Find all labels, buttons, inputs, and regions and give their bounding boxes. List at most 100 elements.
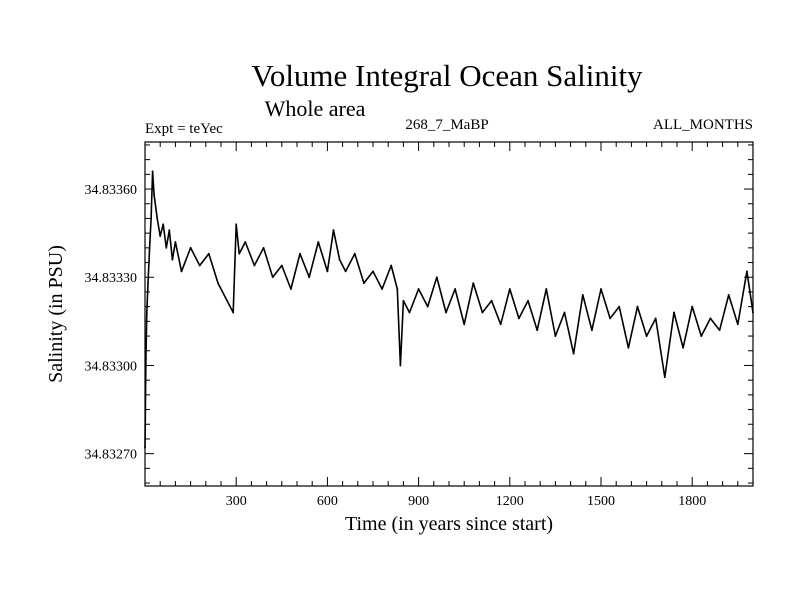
data-point [572, 352, 575, 355]
data-point [636, 305, 639, 308]
data-point [691, 305, 694, 308]
data-point [581, 293, 584, 296]
data-point [718, 329, 721, 332]
data-point [353, 252, 356, 255]
experiment-label: Expt = teYec [145, 121, 223, 137]
chart-title: Volume Integral Ocean Salinity [251, 58, 643, 93]
data-point [338, 258, 341, 261]
data-point [226, 299, 228, 302]
data-point [408, 311, 411, 314]
data-point [238, 252, 241, 255]
months-label: ALL_MONTHS [653, 117, 753, 133]
chart-subtitle: Whole area [265, 96, 366, 121]
data-point [253, 264, 256, 267]
data-point [159, 235, 162, 237]
data-point [426, 305, 429, 308]
data-point [165, 246, 168, 249]
data-point [174, 241, 177, 243]
data-point [402, 299, 405, 302]
data-point [232, 311, 235, 314]
y-tick-label: 34.83270 [85, 448, 138, 463]
x-tick-label: 1800 [678, 494, 706, 509]
y-axis-label: Salinity (in PSU) [45, 245, 67, 383]
data-point [527, 299, 529, 302]
data-point [445, 311, 447, 314]
data-point [280, 264, 283, 267]
data-point [189, 246, 192, 249]
data-point [262, 246, 265, 249]
data-point [171, 258, 174, 261]
data-point [746, 270, 748, 273]
data-point [600, 288, 602, 290]
data-point [145, 358, 147, 361]
data-point [299, 252, 301, 255]
data-point [563, 311, 566, 314]
period-label: 268_7_MaBP [405, 117, 488, 133]
y-tick-label: 34.83360 [85, 183, 138, 198]
series-points [144, 170, 754, 449]
data-point [590, 329, 593, 332]
data-point [752, 311, 754, 314]
data-point [663, 376, 666, 379]
data-point [700, 335, 703, 337]
data-point [162, 223, 165, 226]
data-point [709, 317, 712, 320]
data-point [147, 282, 149, 285]
axis-ticks [145, 142, 753, 486]
data-point [156, 217, 159, 220]
plot-frame [144, 141, 754, 487]
data-point [362, 282, 365, 285]
data-point [332, 229, 335, 232]
data-point [627, 346, 630, 349]
data-point [508, 288, 511, 290]
x-tick-labels: 300 600 900 1200 1500 1800 [226, 494, 707, 509]
data-point [682, 346, 684, 349]
data-point [536, 329, 539, 332]
data-point [153, 194, 156, 196]
y-tick-labels: 34.83270 34.83300 34.83330 34.83360 [85, 183, 138, 463]
data-point [151, 170, 154, 173]
data-point [390, 264, 393, 267]
data-point [168, 229, 171, 232]
data-point [396, 288, 399, 290]
x-axis-label: Time (in years since start) [345, 513, 553, 535]
data-point [518, 317, 520, 320]
salinity-series-line [144, 170, 754, 448]
data-point [618, 305, 621, 308]
data-point [499, 323, 502, 326]
data-point [673, 311, 675, 314]
data-point [399, 364, 402, 367]
data-point [381, 288, 384, 290]
data-point [545, 288, 548, 290]
x-tick-label: 1500 [587, 494, 615, 509]
data-point [290, 288, 292, 290]
data-point [727, 293, 730, 296]
data-point [144, 446, 146, 449]
data-point [481, 311, 484, 314]
data-point [150, 217, 152, 220]
data-point [472, 282, 475, 285]
data-point [463, 323, 466, 326]
data-point [235, 223, 238, 226]
data-point [271, 276, 274, 279]
data-point [244, 241, 247, 243]
data-point [207, 252, 210, 255]
data-point [454, 288, 456, 290]
data-point [180, 270, 183, 273]
data-point [317, 241, 320, 243]
data-point [145, 311, 148, 314]
data-point [490, 299, 493, 302]
y-tick-label: 34.83300 [85, 359, 138, 374]
data-point [217, 282, 219, 285]
data-point [326, 270, 329, 273]
data-point [372, 270, 374, 273]
data-point [609, 317, 612, 320]
data-point [148, 246, 151, 249]
data-point [654, 317, 657, 320]
x-tick-label: 1200 [496, 494, 524, 509]
data-point [417, 288, 420, 290]
data-point [198, 264, 201, 267]
data-point [308, 276, 311, 279]
data-point [435, 276, 438, 279]
